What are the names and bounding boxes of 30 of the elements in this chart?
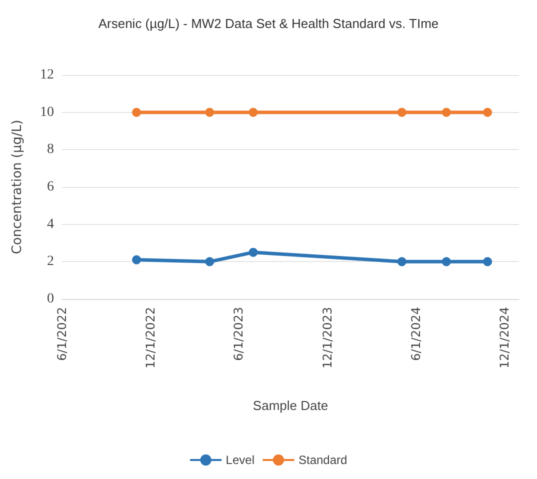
point — [132, 108, 142, 117]
point — [248, 248, 258, 257]
point — [442, 108, 451, 117]
chart-title: Arsenic (µg/L) - MW2 Data Set & Health Standard vs. TIme — [98, 16, 439, 31]
point — [442, 257, 451, 266]
x-tick-label: 12/1/2024 — [497, 307, 512, 369]
legend-label: Level — [226, 453, 254, 467]
y-tick-label: 10 — [40, 104, 54, 120]
point — [205, 108, 214, 117]
y-tick-label: 4 — [47, 216, 54, 232]
y-tick-label: 6 — [47, 180, 54, 194]
point — [132, 255, 142, 264]
x-tick-label: 6/1/2023 — [232, 307, 246, 361]
y-axis-title: Concentration (µg/L) — [10, 120, 25, 254]
x-tick-label: 12/1/2022 — [144, 307, 158, 369]
x-tick-label: 6/1/2024 — [408, 307, 423, 361]
x-axis-title: Sample Date — [252, 398, 328, 413]
x-tick-label: 12/1/2023 — [320, 307, 334, 369]
point — [205, 257, 214, 266]
y-tick-label: 2 — [47, 254, 54, 270]
y-tick-label: 8 — [47, 142, 54, 158]
x-tick-label: 6/1/2022 — [55, 307, 69, 361]
point — [483, 257, 492, 266]
point — [397, 108, 406, 117]
point — [483, 108, 492, 117]
point — [248, 108, 258, 117]
legend-label: Standard — [298, 453, 348, 467]
y-tick-label: 0 — [47, 292, 54, 306]
point — [397, 257, 406, 266]
y-tick-label: 12 — [40, 68, 54, 82]
